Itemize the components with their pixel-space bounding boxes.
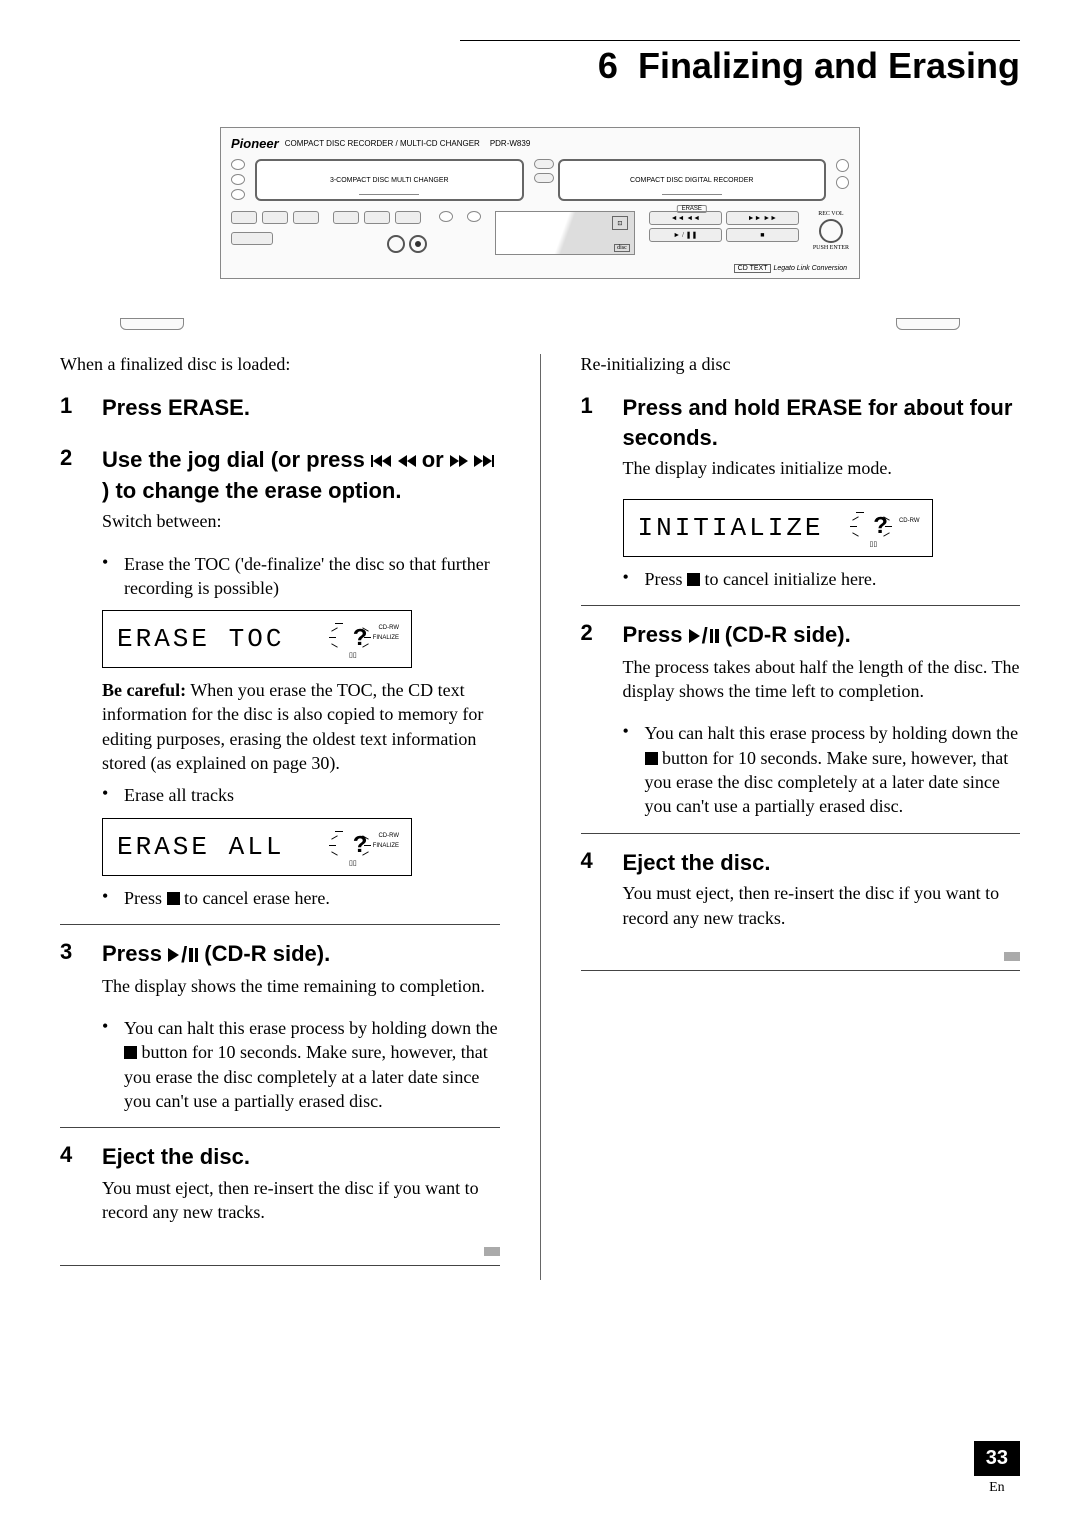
section-end-left (60, 1243, 500, 1261)
stop-icon (645, 752, 658, 765)
panel-left-label: 3-COMPACT DISC MULTI CHANGER (330, 177, 449, 184)
column-divider (540, 354, 541, 1280)
bullet-erase-toc: • Erase the TOC ('de-finalize' the disc … (102, 552, 500, 601)
step1-head: Press ERASE. (102, 393, 500, 423)
lcd-erase-all: ERASE ALL ? ▯▯ CD-RW FINALIZE (102, 818, 500, 876)
chapter-title: 6 Finalizing and Erasing (60, 45, 1020, 87)
left-step-1: 1 Press ERASE. (60, 393, 500, 427)
rstep1-sub: The display indicates initialize mode. (623, 456, 1021, 480)
device-diagram: Pioneer COMPACT DISC RECORDER / MULTI-CD… (220, 127, 860, 279)
panel-right: COMPACT DISC DIGITAL RECORDER ERASE (558, 159, 827, 201)
stop-icon (167, 892, 180, 905)
lcd-erase-toc: ERASE TOC ? ▯▯ CD-RW FINALIZE (102, 610, 500, 668)
left-step-2: 2 Use the jog dial (or press or ) to cha… (60, 445, 500, 534)
section-end-right (581, 948, 1021, 966)
right-step-4: 4 Eject the disc. You must eject, then r… (581, 848, 1021, 930)
content-columns: When a finalized disc is loaded: 1 Press… (60, 354, 1020, 1280)
step3-sub: The display shows the time remaining to … (102, 974, 500, 998)
panel-right-label: COMPACT DISC DIGITAL RECORDER (630, 177, 753, 184)
stop-icon (124, 1046, 137, 1059)
erase-button-label: ERASE (677, 205, 707, 213)
step3-head: Press / (CD-R side). (102, 939, 500, 970)
left-column: When a finalized disc is loaded: 1 Press… (60, 354, 500, 1280)
bullet-cancel-init: • Press to cancel initialize here. (623, 567, 1021, 591)
rstep2-head: Press / (CD-R side). (623, 620, 1021, 651)
device-model: PDR-W839 (490, 139, 530, 148)
panel-left: 3-COMPACT DISC MULTI CHANGER (255, 159, 524, 201)
cdtext-badge: CD TEXT (734, 264, 772, 273)
right-column: Re-initializing a disc 1 Press and hold … (581, 354, 1021, 1280)
bullet-halt-right: • You can halt this erase process by hol… (623, 721, 1021, 818)
chapter-name: Finalizing and Erasing (638, 45, 1020, 86)
lcd-initialize: INITIALIZE ? ▯▯ CD-RW (623, 499, 1021, 557)
step4-sub: You must eject, then re-insert the disc … (102, 1176, 500, 1225)
rstep4-sub: You must eject, then re-insert the disc … (623, 881, 1021, 930)
left-step-3: 3 Press / (CD-R side). The display shows… (60, 939, 500, 998)
transport-controls: ◄◄ ◄◄►► ►► ► / ❚❚■ (649, 211, 799, 242)
right-intro: Re-initializing a disc (581, 354, 1021, 375)
page-number: 33 En (974, 1441, 1020, 1496)
header-rule (460, 40, 1020, 41)
rec-vol: REC VOL PUSH ENTER (813, 211, 849, 251)
rstep1-head: Press and hold ERASE for about four seco… (623, 393, 1021, 452)
bullet-cancel-erase: • Press to cancel erase here. (102, 886, 500, 910)
step4-head: Eject the disc. (102, 1142, 500, 1172)
rstep4-head: Eject the disc. (623, 848, 1021, 878)
left-step-4: 4 Eject the disc. You must eject, then r… (60, 1142, 500, 1224)
warn-text: Be careful: When you erase the TOC, the … (102, 678, 500, 775)
chapter-number: 6 (598, 45, 618, 86)
bullet-erase-all: • Erase all tracks (102, 783, 500, 807)
right-step-1: 1 Press and hold ERASE for about four se… (581, 393, 1021, 481)
device-subtitle: COMPACT DISC RECORDER / MULTI-CD CHANGER (285, 139, 480, 148)
bullet-halt-left: • You can halt this erase process by hol… (102, 1016, 500, 1113)
brand-logo: Pioneer (231, 136, 279, 151)
cd-tray: ⊡ disc (495, 211, 635, 255)
rstep2-sub: The process takes about half the length … (623, 655, 1021, 704)
stop-icon (687, 573, 700, 586)
left-buttons (231, 159, 245, 201)
legato-caption: Legato Link Conversion (773, 265, 847, 272)
left-intro: When a finalized disc is loaded: (60, 354, 500, 375)
step2-sub: Switch between: (102, 509, 500, 533)
step2-head: Use the jog dial (or press or ) to chang… (102, 445, 500, 506)
right-step-2: 2 Press / (CD-R side). The process takes… (581, 620, 1021, 703)
right-buttons (836, 159, 849, 201)
